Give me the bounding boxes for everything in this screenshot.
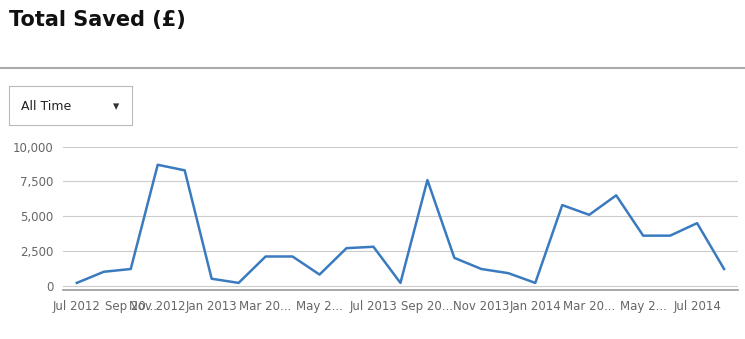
Text: All Time: All Time <box>21 100 72 113</box>
Text: ▾: ▾ <box>112 100 119 113</box>
Text: Total Saved (£): Total Saved (£) <box>9 10 186 30</box>
